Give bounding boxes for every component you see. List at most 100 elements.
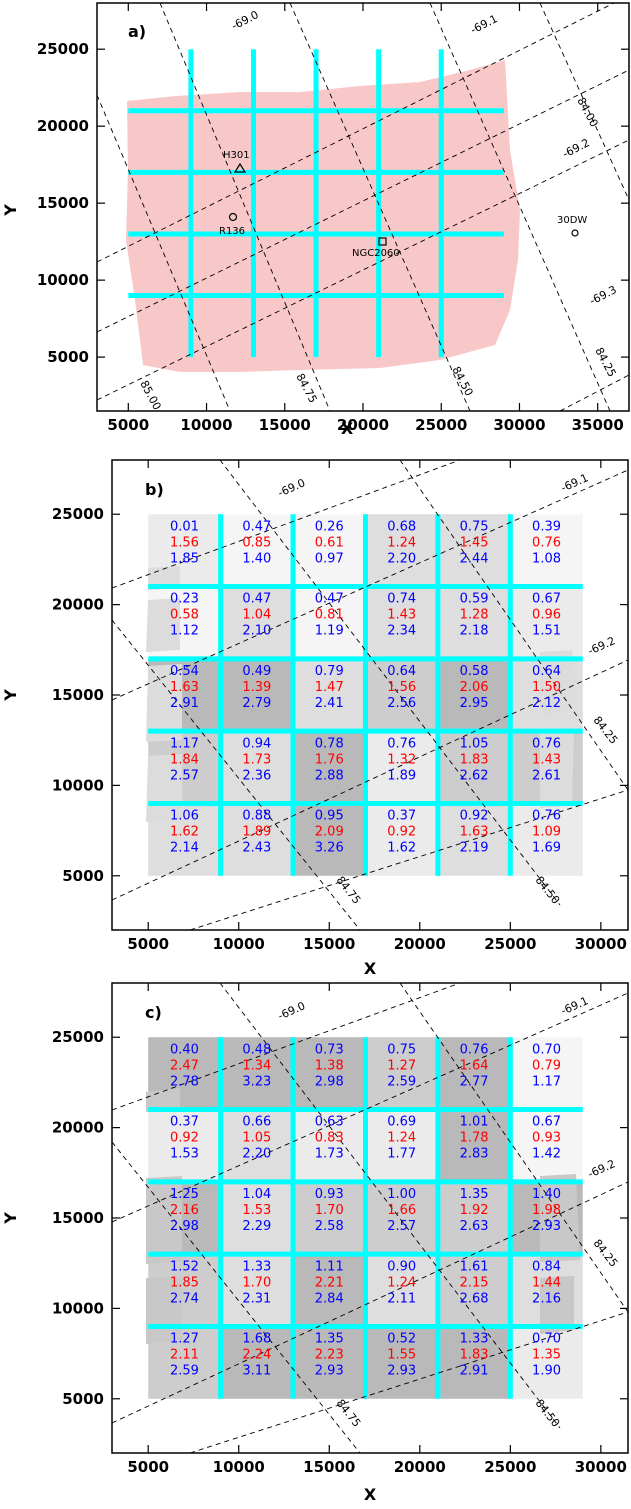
cell-value: 0.93 (315, 1187, 344, 1202)
cell-background (293, 658, 366, 732)
cell-value: 0.85 (242, 535, 271, 550)
cell-value: 1.24 (387, 1131, 416, 1146)
cell-value: 1.32 (387, 752, 416, 767)
cell-value: 2.61 (532, 768, 561, 783)
cell-value: 2.59 (170, 1364, 199, 1379)
cell-value: 2.41 (315, 696, 344, 711)
cell-value: 0.79 (315, 664, 344, 679)
cell-value: 2.06 (460, 680, 489, 695)
cell-value: 0.90 (387, 1259, 416, 1274)
y-axis-label-c: Y (1, 1212, 20, 1225)
cell-background (220, 1037, 294, 1110)
x-tick-label: 5000 (107, 416, 149, 434)
cell-background (437, 1109, 511, 1182)
cell-value: 0.63 (315, 1115, 344, 1130)
cell-background (220, 803, 294, 876)
panel-tag-c: c) (145, 1003, 162, 1022)
cell-value: 1.01 (460, 1115, 489, 1130)
cell-value: 2.20 (242, 1147, 271, 1162)
cell-background (220, 514, 294, 587)
x-tick-label: 20000 (337, 416, 389, 434)
cell-background (365, 1181, 438, 1255)
cell-value: 0.93 (532, 1131, 561, 1146)
cell-value: 1.76 (315, 752, 344, 767)
cell-value: 1.24 (387, 1275, 416, 1290)
cell-value: 0.79 (532, 1058, 561, 1073)
x-tick-label: 15000 (303, 935, 355, 953)
x-tick-label: 5000 (127, 935, 169, 953)
cell-value: 1.51 (532, 624, 561, 639)
cell-background (293, 1109, 366, 1182)
cell-value: 0.37 (387, 809, 416, 824)
cell-value: 0.76 (532, 535, 561, 550)
cell-value: 1.38 (315, 1058, 344, 1073)
cell-value: 1.55 (387, 1348, 416, 1363)
cell-value: 3.23 (242, 1074, 271, 1089)
cell-value: 0.40 (170, 1042, 199, 1057)
cell-value: 2.93 (387, 1364, 416, 1379)
cell-value: 2.09 (315, 825, 344, 840)
cell-values-c: 0.402.472.780.481.343.230.731.382.980.75… (170, 1042, 561, 1378)
cell-value: 0.95 (315, 809, 344, 824)
cell-background (220, 1254, 294, 1327)
cell-value: 3.26 (315, 841, 344, 856)
x-tick-label: 25000 (415, 416, 467, 434)
cell-background (293, 1181, 366, 1255)
cell-value: 0.81 (315, 608, 344, 623)
cell-value: 1.56 (170, 535, 199, 550)
cell-background (220, 586, 294, 659)
dec-label: -69.2 (586, 1157, 617, 1180)
cell-value: 1.27 (170, 1332, 199, 1347)
cell-value: 2.43 (242, 841, 271, 856)
cell-value: 1.47 (315, 680, 344, 695)
cell-background (365, 1037, 438, 1110)
cell-value: 0.64 (387, 664, 416, 679)
cell-value: 2.47 (170, 1058, 199, 1073)
object-label: 30DW (557, 215, 587, 226)
x-tick-label: 20000 (394, 935, 446, 953)
cell-background (293, 1326, 366, 1399)
cell-value: 0.26 (315, 519, 344, 534)
cell-value: 2.24 (242, 1348, 271, 1363)
objects-a: H301 R136 NGC2060 30DW (219, 150, 587, 259)
ra-label: 84.50 (449, 364, 475, 398)
cell-value: 1.05 (460, 736, 489, 751)
cell-background (220, 1109, 294, 1182)
cell-value: 2.95 (460, 696, 489, 711)
cell-value: 1.50 (532, 680, 561, 695)
cell-value: 2.63 (460, 1219, 489, 1234)
cell-background (510, 803, 583, 876)
cell-value: 0.70 (532, 1042, 561, 1057)
x-tick-label: 30000 (575, 1458, 627, 1476)
cell-value: 0.67 (532, 592, 561, 607)
cell-background (510, 586, 583, 659)
cell-background (293, 1037, 366, 1110)
cell-background (437, 1254, 511, 1327)
cell-value: 0.47 (242, 592, 271, 607)
panel-a: a) -69.0 -69.1 -69.2 -69.3 85.00 84.75 8… (1, 2, 630, 438)
cell-background (365, 731, 438, 804)
cell-values-b: 0.011.561.850.470.851.400.260.610.970.68… (170, 519, 561, 855)
cell-background (510, 1109, 583, 1182)
footprint-a (126, 60, 520, 372)
cell-value: 0.76 (387, 736, 416, 751)
cell-value: 2.16 (170, 1203, 199, 1218)
cell-value: 2.93 (532, 1219, 561, 1234)
x-tick-label: 20000 (394, 1458, 446, 1476)
grid-lines-a (128, 49, 504, 358)
ra-label: 84.75 (293, 371, 319, 405)
ra-label: 84.00 (574, 95, 600, 129)
grid-lines-c (148, 1037, 583, 1399)
dec-label: -69.3 (587, 283, 618, 308)
panel-tag-b: b) (145, 480, 164, 499)
cell-value: 1.39 (242, 680, 271, 695)
cell-value: 3.11 (242, 1364, 271, 1379)
cell-value: 1.85 (170, 1275, 199, 1290)
cell-value: 1.56 (387, 680, 416, 695)
y-tick-label: 5000 (62, 1390, 104, 1408)
cell-value: 1.06 (170, 809, 199, 824)
cell-value: 2.44 (460, 551, 489, 566)
cell-value: 1.69 (532, 841, 561, 856)
cell-value: 0.49 (242, 664, 271, 679)
cell-value: 1.43 (532, 752, 561, 767)
